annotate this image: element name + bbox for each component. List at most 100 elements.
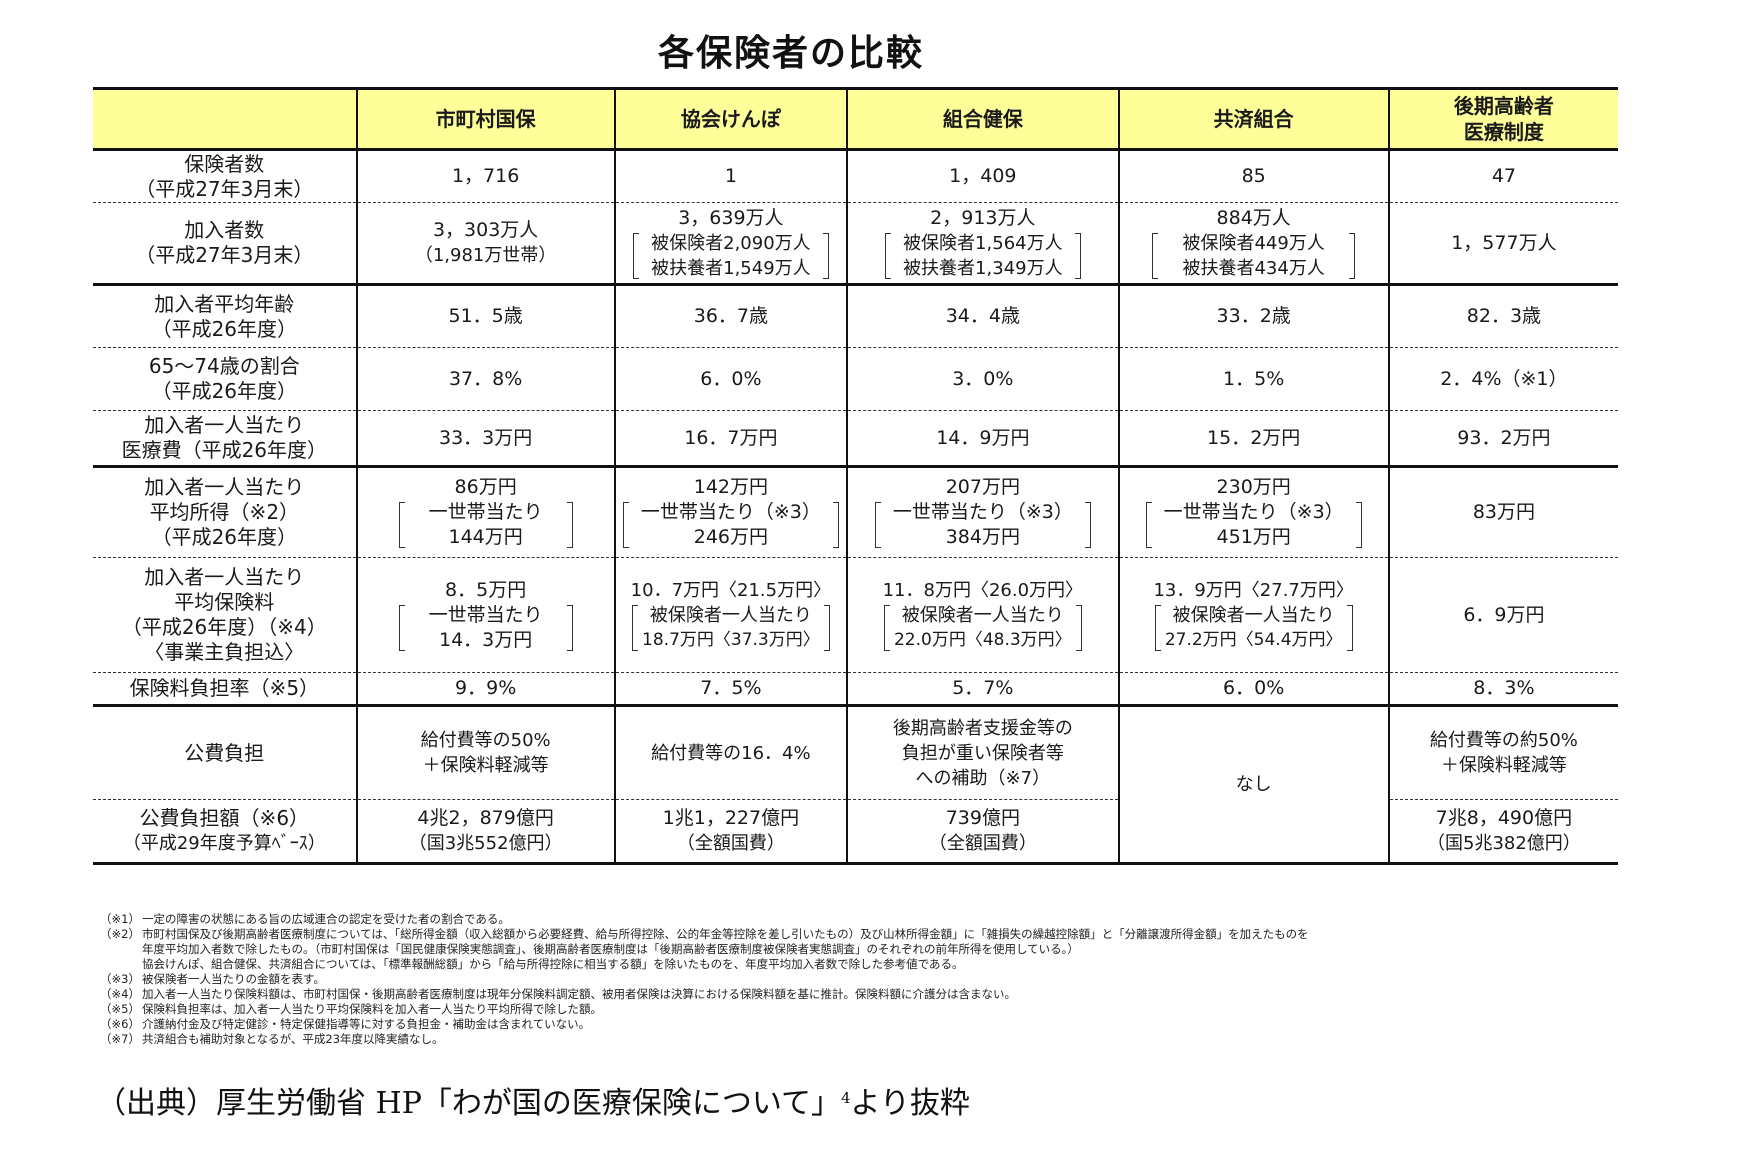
source-footnote-ref: 4 [840, 1089, 851, 1107]
cell: 33．3万円 [355, 410, 616, 468]
value-main: 207万円 [945, 476, 1020, 498]
value-line: ＋保険料軽減等 [422, 755, 549, 776]
value-line: 一世帯当たり [428, 501, 543, 523]
value-main: 13．9万円〈27.7万円〉 [1153, 579, 1354, 601]
cell: 1，716 [355, 149, 616, 203]
footnote-5: （※5） 保険料負担率は、加入者一人当たり平均保険料を加入者一人当たり平均所得で除… [100, 1002, 1309, 1017]
value-sub: （国3兆552億円） [408, 833, 563, 854]
value-line: 被扶養者1,549万人 [651, 257, 811, 279]
cell-kyosai: なし [1117, 705, 1390, 865]
value-line: 被保険者1,564万人 [903, 232, 1063, 254]
header-kumiai: 組合健保 [846, 87, 1120, 151]
footnote-mark: （※6） [100, 1017, 140, 1031]
row-burden-rate: 保険料負担率（※5） 9．9% 7．5% 5．7% 6．0% 8．3% [93, 672, 1618, 707]
footnote-text: 加入者一人当たり保険料額は、市町村国保・後期高齢者医療制度は現年分保険料調定額、… [142, 987, 1016, 1001]
header-row: 市町村国保 協会けんぽ 組合健保 共済組合 後期高齢者 医療制度 [93, 87, 1618, 151]
label-main: 65～74歳の割合 [148, 354, 300, 378]
footnote-7: （※7） 共済組合も補助対象となるが、平成23年度以降実績なし。 [100, 1032, 1309, 1047]
row-label: 保険料負担率（※5） [93, 672, 358, 707]
cell-kumiai: 739億円 （全額国費） [846, 799, 1120, 865]
cell-kyosai: 230万円 一世帯当たり（※3） 451万円 [1117, 466, 1390, 558]
bracket-group: 一世帯当たり（※3） 246万円 [622, 500, 839, 550]
comparison-table: 市町村国保 協会けんぽ 組合健保 共済組合 後期高齢者 医療制度 保険者数 （平… [93, 87, 1618, 865]
value-line: 384万円 [945, 526, 1020, 548]
row-medical-cost: 加入者一人当たり 医療費（平成26年度） 33．3万円 16．7万円 14．9万… [93, 410, 1618, 468]
footnote-mark: （※5） [100, 1002, 140, 1016]
label-line: 加入者一人当たり [144, 475, 305, 499]
value-line: 被保険者一人当たり [649, 604, 812, 626]
value-line: 被保険者2,090万人 [651, 232, 811, 254]
cell-koki: 83万円 [1387, 466, 1618, 558]
value-line: 一世帯当たり（※3） [1163, 501, 1344, 523]
value-sub: （1,981万世帯） [414, 245, 557, 266]
cell: 3．0% [846, 347, 1120, 411]
row-public-amount: 公費負担額（※6） （平成29年度予算ﾍﾞｰｽ） 4兆2，879億円 （国3兆5… [93, 799, 1618, 865]
cell: 14．9万円 [846, 410, 1120, 468]
cell: 16．7万円 [613, 410, 849, 468]
cell-kokuho: 給付費等の50% ＋保険料軽減等 [355, 705, 616, 800]
cell: 1 [613, 149, 849, 203]
footnote-mark: （※1） [100, 912, 140, 926]
value-sub: （全額国費） [928, 833, 1037, 854]
label-line: 〈事業主負担込〉 [144, 640, 305, 664]
cell-kokuho: 4兆2，879億円 （国3兆552億円） [355, 799, 616, 865]
value-main: 7兆8，490億円 [1435, 807, 1573, 829]
row-label: 加入者平均年齢 （平成26年度） [93, 284, 358, 348]
cell-kokuho: 3，303万人 （1,981万世帯） [355, 202, 616, 286]
label-sub: （平成26年度） [151, 379, 298, 403]
value-sub: （国5兆382億円） [1427, 833, 1581, 854]
page-title: 各保険者の比較 [0, 24, 1742, 76]
value-main: 2，913万人 [930, 206, 1036, 229]
cell: 7．5% [613, 672, 849, 707]
label-line: （平成26年度） [151, 525, 298, 549]
cell-kyokai: 142万円 一世帯当たり（※3） 246万円 [613, 466, 849, 558]
cell-kokuho: 86万円 一世帯当たり 144万円 [355, 466, 616, 558]
footnotes: （※1） 一定の障害の状態にある旨の広域連合の認定を受けた者の割合である。 （※2… [100, 912, 1309, 1047]
value-line: 一世帯当たり（※3） [892, 501, 1073, 523]
cell-kyosai: 13．9万円〈27.7万円〉 被保険者一人当たり 27.2万円〈54.4万円〉 [1117, 557, 1390, 673]
cell-kyokai: 10．7万円〈21.5万円〉 被保険者一人当たり 18.7万円〈37.3万円〉 [613, 557, 849, 673]
value-line: 給付費等の約50% [1429, 730, 1578, 751]
cell: 15．2万円 [1117, 410, 1390, 468]
row-label: 加入者数 （平成27年3月末） [93, 202, 358, 286]
row-label: 保険者数 （平成27年3月末） [93, 149, 358, 203]
cell: 1，409 [846, 149, 1120, 203]
cell-kyosai: 884万人 被保険者449万人 被扶養者434万人 [1117, 202, 1390, 286]
row-avg-income: 加入者一人当たり 平均所得（※2） （平成26年度） 86万円 一世帯当たり 1… [93, 466, 1618, 558]
footnote-text: 市町村国保及び後期高齢者医療制度については、「総所得金額（収入総額から必要経費、… [142, 927, 1309, 971]
value-line: 被保険者一人当たり [901, 604, 1064, 626]
header-kyokai: 協会けんぽ [613, 87, 849, 151]
label-main: 公費負担額（※6） [139, 806, 310, 830]
value-line: 被保険者449万人 [1182, 232, 1325, 254]
value-main: 142万円 [693, 476, 769, 498]
label-sub: （平成27年3月末） [135, 176, 314, 201]
bracket-group: 一世帯当たり（※3） 384万円 [874, 500, 1091, 550]
row-public-burden: 公費負担 給付費等の50% ＋保険料軽減等 給付費等の16．4% 後期高齢者支援… [93, 705, 1618, 865]
title-text: 各保険者の比較 [657, 33, 924, 74]
cell-koki: 1，577万人 [1387, 202, 1618, 286]
value-main: 10．7万円〈21.5万円〉 [630, 579, 832, 601]
value-main: 4兆2，879億円 [417, 807, 554, 829]
row-label: 公費負担額（※6） （平成29年度予算ﾍﾞｰｽ） [93, 799, 358, 865]
footnote-6: （※6） 介護納付金及び特定健診・特定保健指導等に対する負担金・補助金は含まれてい… [100, 1017, 1309, 1032]
value-sub: （全額国費） [676, 833, 785, 854]
value-line: 246万円 [693, 526, 769, 548]
bracket-group: 被保険者一人当たり 27.2万円〈54.4万円〉 [1154, 603, 1353, 653]
value-line: 14．3万円 [439, 628, 533, 651]
footnote-mark: （※2） [100, 927, 140, 941]
bracket-group: 被保険者449万人 被扶養者434万人 [1152, 231, 1356, 281]
footnote-text: 共済組合も補助対象となるが、平成23年度以降実績なし。 [142, 1032, 444, 1046]
label-sub: （平成27年3月末） [135, 243, 314, 267]
footnote-text: 介護納付金及び特定健診・特定保健指導等に対する負担金・補助金は含まれていない。 [142, 1017, 591, 1031]
value-line: 給付費等の50% [420, 730, 551, 751]
value-line: 被扶養者1,349万人 [903, 257, 1063, 279]
bracket-group: 被保険者1,564万人 被扶養者1,349万人 [885, 231, 1081, 281]
footnote-text: 一定の障害の状態にある旨の広域連合の認定を受けた者の割合である。 [142, 912, 510, 926]
label-sub: （平成26年度） [151, 316, 298, 341]
cell-kumiai: 後期高齢者支援金等の 負担が重い保険者等 への補助（※7） [846, 705, 1120, 800]
value-main: 86万円 [454, 476, 517, 498]
cell-kumiai: 207万円 一世帯当たり（※3） 384万円 [846, 466, 1120, 558]
cell: 6．0% [1117, 672, 1390, 707]
footnote-text: 保険料負担率は、加入者一人当たり平均保険料を加入者一人当たり平均所得で除した額。 [142, 1002, 602, 1016]
cell-kyokai: 3，639万人 被保険者2,090万人 被扶養者1,549万人 [613, 202, 849, 286]
